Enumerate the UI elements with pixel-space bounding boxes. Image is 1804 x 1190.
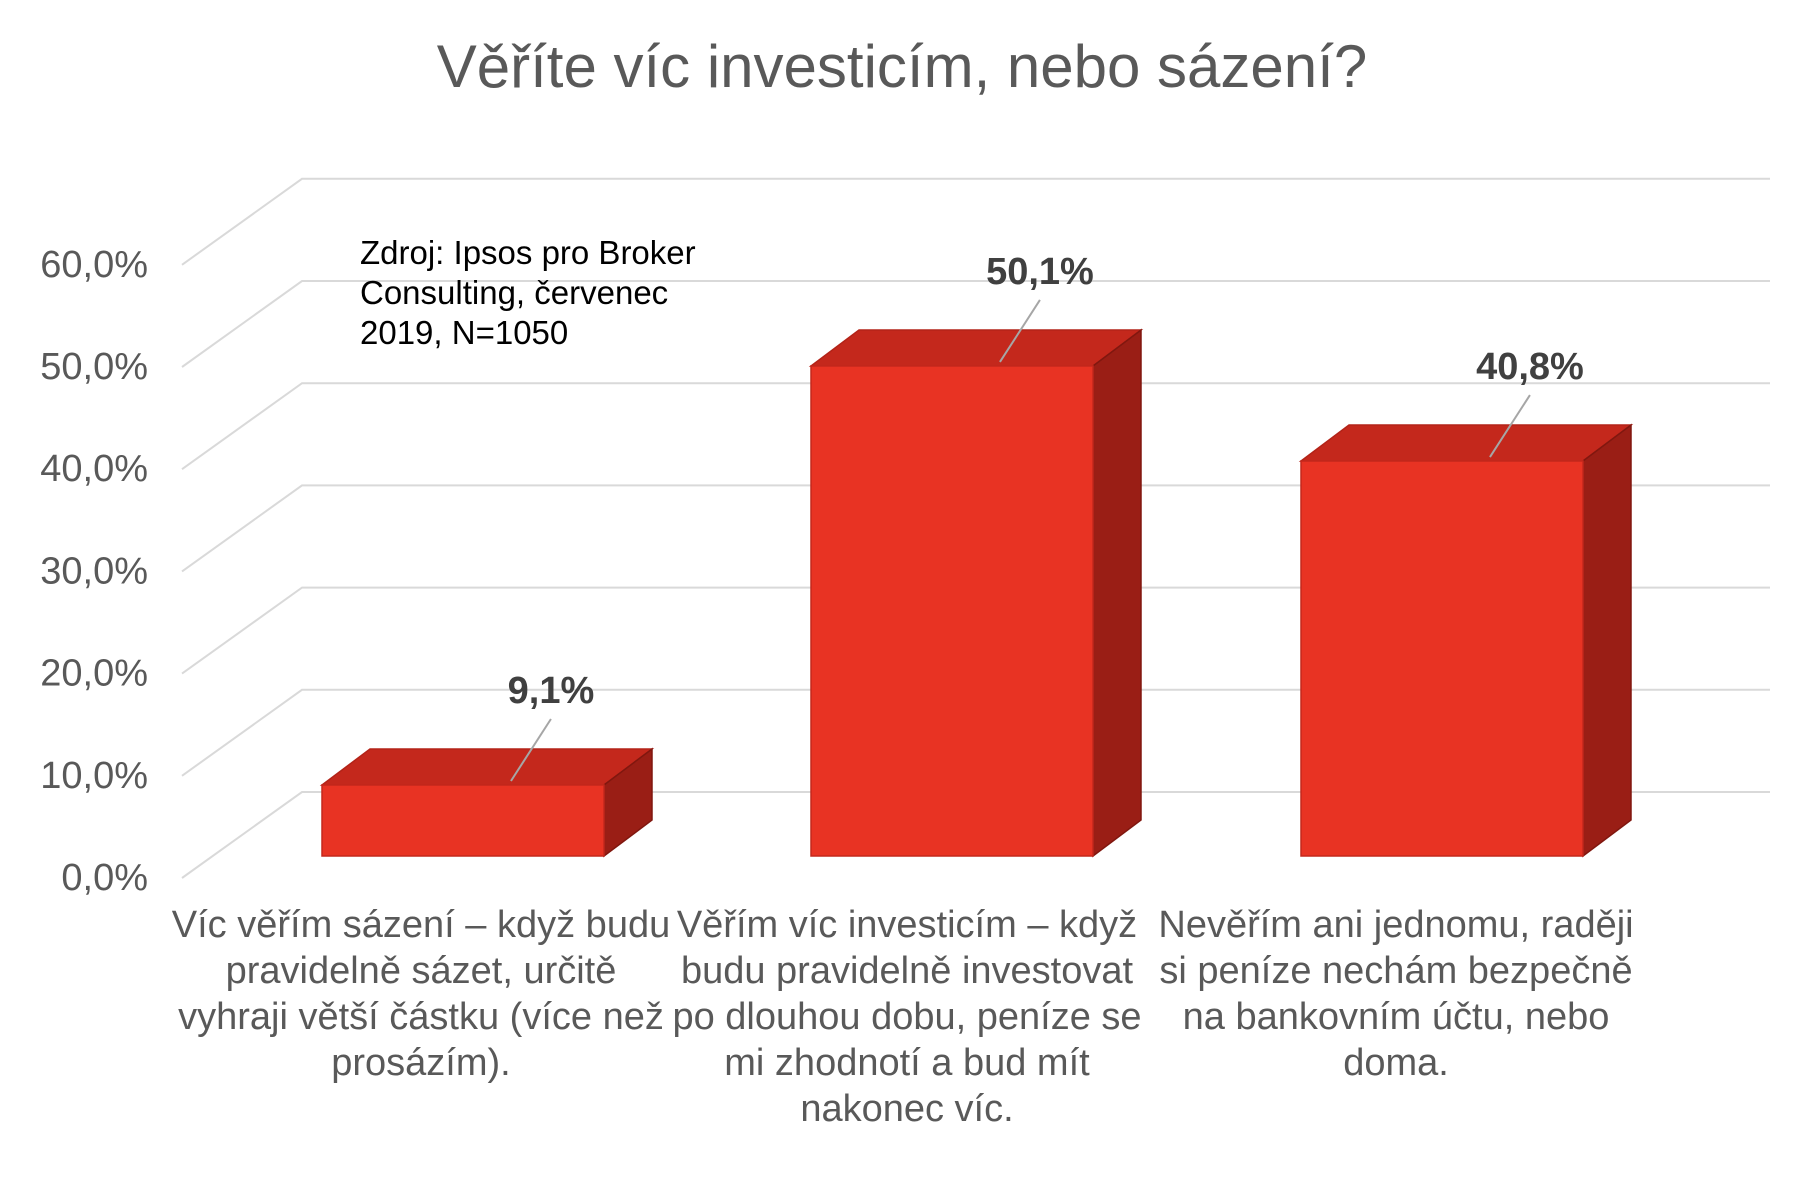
data-label: 9,1% [508, 670, 595, 712]
data-label-leader [1489, 394, 1531, 458]
data-label-leader [510, 718, 552, 782]
category-label-1: Víc věřím sázení – když budu pravidelně … [171, 904, 671, 1084]
gridline [181, 177, 1770, 266]
chart-title: Věříte víc investicím, nebo sázení? [436, 33, 1368, 100]
category-label-2: Věřím víc investicím – když budu pravide… [672, 904, 1142, 1130]
data-label: 50,1% [986, 251, 1094, 293]
bar [1300, 460, 1584, 857]
data-label-leader [999, 299, 1041, 363]
gridline [181, 280, 1770, 368]
y-tick-label: 10,0% [40, 755, 148, 797]
gridline [181, 586, 1770, 675]
gridline [181, 688, 1770, 777]
gridline [181, 484, 1770, 573]
y-tick-label: 0,0% [61, 857, 148, 899]
category-label-3: Nevěřím ani jednomu, raději si peníze ne… [1158, 904, 1634, 1084]
source-note: Zdroj: Ipsos pro Broker Consulting, červ… [360, 234, 696, 351]
gridline [181, 382, 1770, 471]
bar-top [1298, 424, 1634, 462]
gridline [181, 791, 1770, 879]
bar-side [1092, 328, 1142, 858]
bar [321, 784, 605, 857]
bar [810, 365, 1094, 857]
y-tick-label: 30,0% [40, 550, 148, 592]
data-label: 40,8% [1476, 346, 1584, 388]
y-tick-label: 40,0% [40, 448, 148, 490]
y-tick-label: 50,0% [40, 346, 148, 388]
bar-side [1582, 423, 1632, 858]
bar-top [808, 329, 1144, 367]
y-tick-label: 60,0% [40, 244, 148, 286]
y-tick-label: 20,0% [40, 653, 148, 695]
bar-top [319, 748, 655, 786]
